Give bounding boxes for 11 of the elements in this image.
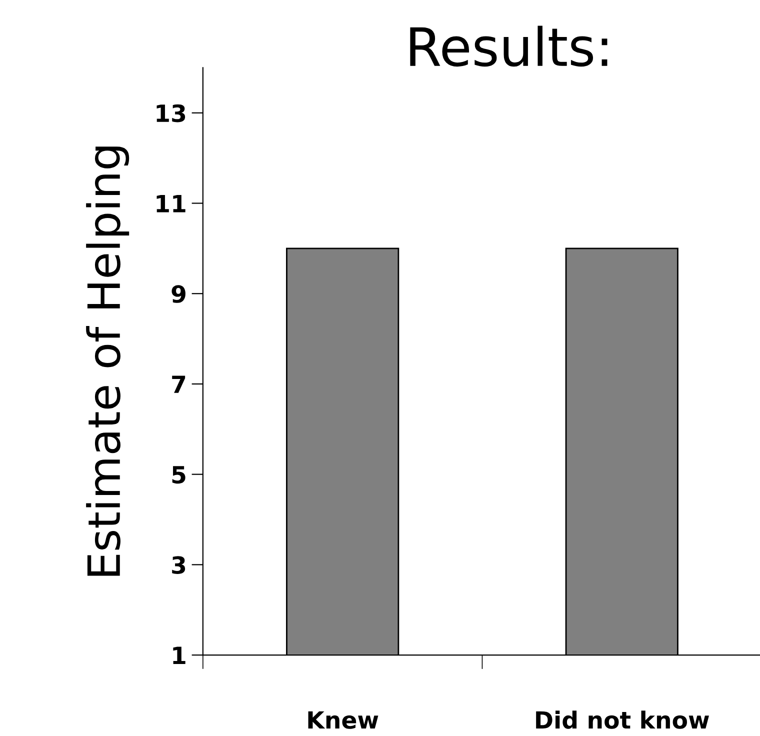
y-tick-label: 11 [156,195,186,212]
y-tick-label: 3 [172,556,186,574]
y-tick-label: 1 [173,646,186,664]
x-tick-label: Knew [308,711,378,729]
x-tick-label: Did not know [536,710,709,729]
y-tick-label: 5 [172,466,186,484]
y-axis-title: Estimate of Helping [86,146,130,576]
y-tick-label: 13 [156,104,186,122]
y-tick-label: 7 [172,376,186,393]
y-tick-label: 9 [172,285,186,303]
chart-title: Results: [410,26,608,67]
